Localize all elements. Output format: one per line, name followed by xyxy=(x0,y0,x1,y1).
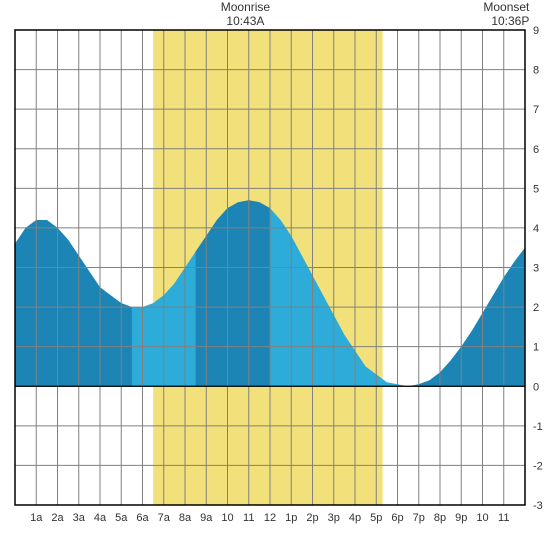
x-tick-label: 2a xyxy=(51,512,64,524)
x-tick-label: 6a xyxy=(136,512,149,524)
x-tick-label: 11 xyxy=(498,512,509,524)
x-tick-label: 8p xyxy=(434,512,446,524)
x-tick-label: 5a xyxy=(115,512,128,524)
y-tick-label: 4 xyxy=(533,223,539,235)
x-tick-label: 11 xyxy=(243,512,254,524)
x-tick-label: 6p xyxy=(391,512,403,524)
x-tick-label: 10 xyxy=(221,512,233,524)
y-tick-label: 0 xyxy=(533,381,539,393)
x-tick-label: 4p xyxy=(349,512,361,524)
y-tick-label: 7 xyxy=(533,104,539,116)
x-tick-label: 7a xyxy=(158,512,171,524)
x-tick-label: 3p xyxy=(328,512,340,524)
x-tick-label: 8a xyxy=(179,512,192,524)
x-tick-label: 1a xyxy=(30,512,43,524)
y-tick-label: 5 xyxy=(533,183,539,195)
x-tick-label: 7p xyxy=(413,512,425,524)
moonrise-title: Moonrise xyxy=(221,0,270,14)
y-tick-label: -1 xyxy=(533,421,543,433)
x-tick-label: 1p xyxy=(285,512,297,524)
x-tick-label: 2p xyxy=(306,512,318,524)
x-tick-label: 4a xyxy=(94,512,107,524)
moonrise-time: 10:43A xyxy=(221,14,270,28)
x-tick-label: 5p xyxy=(370,512,382,524)
y-tick-label: 1 xyxy=(533,342,539,354)
x-tick-label: 10 xyxy=(476,512,488,524)
x-tick-label: 3a xyxy=(73,512,86,524)
y-tick-label: 2 xyxy=(533,302,539,314)
y-tick-label: -2 xyxy=(533,460,543,472)
moonrise-label: Moonrise 10:43A xyxy=(221,0,270,29)
x-tick-label: 9p xyxy=(455,512,467,524)
moonset-title: Moonset xyxy=(483,0,529,14)
moonset-label: Moonset 10:36P xyxy=(483,0,529,29)
y-tick-label: -3 xyxy=(533,500,543,512)
chart-svg: -3-2-101234567891a2a3a4a5a6a7a8a9a101112… xyxy=(0,0,550,550)
x-tick-label: 9a xyxy=(200,512,213,524)
x-tick-label: 12 xyxy=(264,512,276,524)
y-tick-label: 9 xyxy=(533,25,539,37)
y-tick-label: 8 xyxy=(533,65,539,77)
moonset-time: 10:36P xyxy=(483,14,529,28)
y-tick-label: 3 xyxy=(533,263,539,275)
tide-chart: Moonrise 10:43A Moonset 10:36P -3-2-1012… xyxy=(0,0,550,550)
y-tick-label: 6 xyxy=(533,144,539,156)
